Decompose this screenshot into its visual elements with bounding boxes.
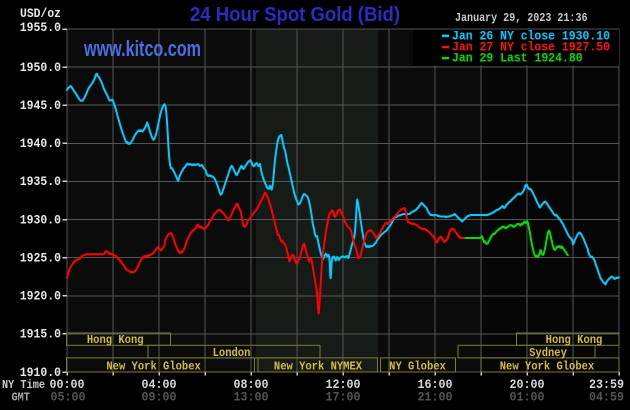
svg-text:Hong Kong: Hong Kong xyxy=(87,333,144,347)
svg-text:Hong Kong: Hong Kong xyxy=(546,333,603,347)
svg-text:1955.0: 1955.0 xyxy=(20,20,61,35)
svg-text:www.kitco.com: www.kitco.com xyxy=(83,36,201,61)
svg-text:09:00: 09:00 xyxy=(142,389,177,404)
svg-text:Jan 26 NY close 1930.10: Jan 26 NY close 1930.10 xyxy=(452,28,610,43)
svg-text:New York Globex: New York Globex xyxy=(106,359,201,373)
svg-text:00:00: 00:00 xyxy=(50,377,85,392)
svg-text:20:00: 20:00 xyxy=(510,377,545,392)
svg-text:24 Hour Spot Gold (Bid): 24 Hour Spot Gold (Bid) xyxy=(190,4,400,26)
svg-text:23:59: 23:59 xyxy=(589,377,624,392)
svg-text:01:00: 01:00 xyxy=(510,389,545,404)
svg-text:1945.0: 1945.0 xyxy=(20,98,61,113)
svg-text:16:00: 16:00 xyxy=(418,377,453,392)
svg-text:05:00: 05:00 xyxy=(51,389,86,404)
svg-text:Jan 27 NY close 1927.50: Jan 27 NY close 1927.50 xyxy=(452,40,610,55)
svg-text:Sydney: Sydney xyxy=(529,346,567,360)
svg-text:New York Globex: New York Globex xyxy=(500,359,595,373)
svg-text:13:00: 13:00 xyxy=(234,389,269,404)
svg-text:1920.0: 1920.0 xyxy=(20,289,61,304)
svg-text:08:00: 08:00 xyxy=(234,377,269,392)
svg-text:1925.0: 1925.0 xyxy=(20,251,61,266)
svg-text:January 29, 2023 21:36: January 29, 2023 21:36 xyxy=(455,12,588,25)
svg-text:21:00: 21:00 xyxy=(418,389,453,404)
svg-text:1935.0: 1935.0 xyxy=(20,174,61,189)
svg-text:NY Time: NY Time xyxy=(2,379,45,392)
svg-text:12:00: 12:00 xyxy=(326,377,361,392)
svg-text:04:59: 04:59 xyxy=(589,389,624,404)
svg-text:USD/oz: USD/oz xyxy=(20,6,61,21)
svg-text:1940.0: 1940.0 xyxy=(20,136,61,151)
svg-text:04:00: 04:00 xyxy=(142,377,177,392)
svg-text:Jan 29 Last 1924.80: Jan 29 Last 1924.80 xyxy=(452,51,583,66)
svg-text:1930.0: 1930.0 xyxy=(20,212,61,227)
svg-text:GMT: GMT xyxy=(12,391,30,404)
svg-text:1915.0: 1915.0 xyxy=(20,327,61,342)
svg-text:1910.0: 1910.0 xyxy=(20,365,61,380)
svg-text:17:00: 17:00 xyxy=(326,389,361,404)
svg-text:London: London xyxy=(213,346,251,360)
svg-text:NY Globex: NY Globex xyxy=(389,359,446,373)
svg-text:1950.0: 1950.0 xyxy=(20,60,61,75)
svg-text:New York NYMEX: New York NYMEX xyxy=(274,359,363,373)
